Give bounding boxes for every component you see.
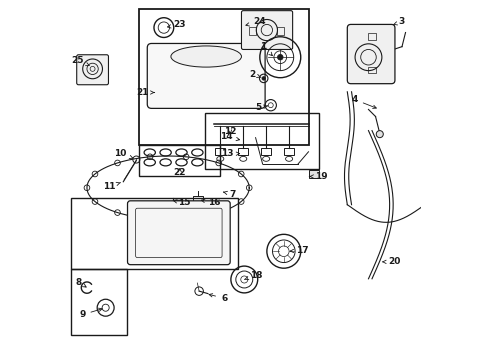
Ellipse shape — [171, 46, 242, 67]
Text: 12: 12 — [224, 127, 237, 136]
Text: 9: 9 — [79, 308, 102, 319]
Bar — [368, 33, 376, 40]
Circle shape — [277, 54, 283, 60]
Bar — [216, 148, 225, 155]
Text: 5: 5 — [256, 103, 268, 112]
Text: 6: 6 — [209, 294, 227, 303]
Text: 19: 19 — [309, 172, 327, 181]
FancyBboxPatch shape — [127, 201, 230, 265]
Bar — [139, 9, 309, 145]
Circle shape — [376, 131, 383, 138]
Bar — [193, 196, 203, 205]
Text: 15: 15 — [173, 198, 191, 207]
Text: 14: 14 — [220, 132, 240, 141]
Text: 4: 4 — [351, 95, 376, 108]
Text: 16: 16 — [201, 198, 220, 207]
Text: 17: 17 — [290, 246, 309, 255]
Bar — [309, 171, 319, 178]
Text: 7: 7 — [223, 190, 236, 199]
Bar — [249, 27, 256, 35]
Text: 1: 1 — [260, 42, 272, 56]
FancyBboxPatch shape — [347, 24, 395, 84]
Text: 22: 22 — [173, 168, 186, 177]
Bar — [277, 27, 284, 35]
Text: 13: 13 — [221, 149, 240, 158]
Text: 2: 2 — [249, 70, 261, 79]
FancyBboxPatch shape — [242, 11, 293, 49]
Bar — [261, 148, 271, 155]
Text: 20: 20 — [382, 257, 400, 266]
FancyBboxPatch shape — [147, 44, 265, 108]
Text: 10: 10 — [115, 149, 133, 159]
Circle shape — [262, 77, 266, 80]
Text: 8: 8 — [76, 278, 86, 287]
Bar — [368, 67, 376, 73]
Bar — [72, 269, 127, 334]
FancyBboxPatch shape — [77, 55, 108, 85]
Text: 24: 24 — [246, 17, 266, 26]
Bar — [139, 145, 220, 176]
Text: 21: 21 — [137, 88, 155, 97]
Bar — [72, 198, 238, 269]
Bar — [205, 113, 319, 170]
Bar — [238, 148, 248, 155]
Text: 23: 23 — [168, 20, 186, 29]
Bar — [284, 148, 294, 155]
Text: 25: 25 — [71, 55, 89, 66]
Text: 11: 11 — [103, 182, 121, 191]
Text: 3: 3 — [393, 17, 405, 26]
Text: 18: 18 — [245, 271, 263, 280]
